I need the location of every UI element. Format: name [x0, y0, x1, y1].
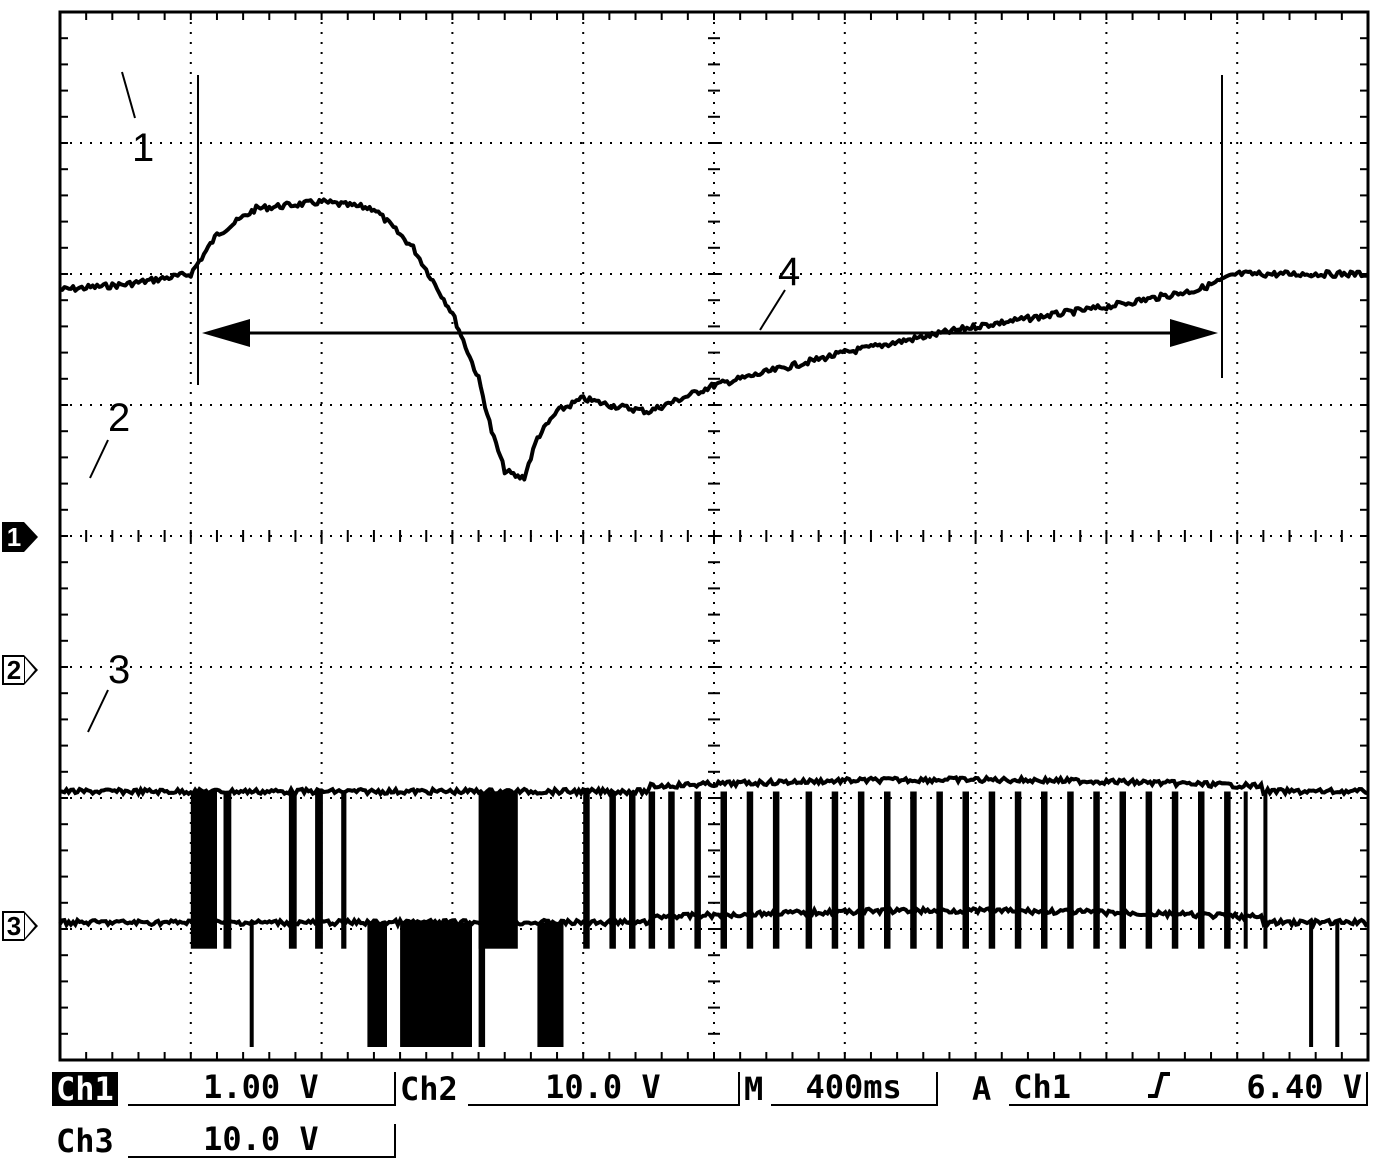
trace-2-pulse: [223, 791, 232, 949]
label-4-leader: [759, 289, 786, 331]
trace-2-pulse: [1243, 791, 1248, 949]
span-arrow-left-head: [202, 319, 250, 347]
trace-3-pulse: [478, 922, 486, 1047]
trace-2-pulse: [609, 791, 616, 949]
trace-2-pulse: [746, 791, 754, 949]
trace-label-2: 2: [108, 396, 131, 440]
trace-2-pulse: [988, 791, 996, 949]
trace-3-pulse: [1335, 922, 1340, 1047]
status-row-2: Ch3 10.0 V: [52, 1122, 1368, 1158]
trace-2-pulse: [288, 791, 297, 949]
ch3-ground-marker[interactable]: 3: [2, 911, 38, 941]
label-3-leader: [87, 689, 109, 733]
ch3-scale[interactable]: 10.0 V: [127, 1122, 394, 1158]
trace-2-pulse: [190, 791, 217, 949]
trace-3-pulse: [400, 922, 472, 1047]
span-arrow-right-head: [1170, 319, 1218, 347]
ch2-ground-marker[interactable]: 2: [2, 655, 38, 685]
ch3-marker-number: 3: [2, 911, 24, 941]
trace-2-pulse: [1145, 791, 1153, 949]
trace-2-pulse: [1041, 791, 1048, 949]
label-2-leader: [89, 439, 109, 479]
trigger-label: A: [972, 1070, 992, 1108]
trace-1-line: [59, 197, 1370, 482]
trace-2-pulse: [910, 791, 917, 949]
trace-3-pulse: [537, 922, 557, 1047]
trace-2-pulse: [583, 791, 590, 949]
timebase-scale[interactable]: 400ms: [771, 1070, 936, 1106]
time-label: M: [744, 1070, 764, 1108]
trace-label-1: 1: [132, 126, 155, 170]
trace-2-pulse: [857, 791, 865, 949]
ch1-label[interactable]: Ch1: [52, 1072, 118, 1106]
trace-2-pulse: [694, 791, 701, 949]
trace-2-pulse: [1119, 791, 1126, 949]
trace-3-baseline: [58, 904, 1370, 930]
label-1-leader: [121, 71, 136, 119]
ch3-label[interactable]: Ch3: [56, 1122, 114, 1160]
trace-2-pulse: [1014, 791, 1022, 949]
trace-label-4: 4: [778, 250, 801, 294]
trace-2-baseline: [59, 773, 1369, 799]
trigger-level: 6.40 V: [1246, 1068, 1362, 1106]
trace-2-pulse: [1224, 791, 1231, 949]
trace-2-pulse: [884, 791, 891, 949]
trace-3-pulse: [1309, 922, 1314, 1047]
trace-2-pulse: [1198, 791, 1205, 949]
trace-label-3: 3: [108, 648, 131, 692]
status-row-1: Ch1 1.00 V Ch2 10.0 V M 400ms A Ch1 6.40…: [52, 1070, 1368, 1106]
trace-2-pulse: [629, 791, 636, 949]
ch1-ground-marker[interactable]: 1: [2, 522, 38, 552]
trace-2-pulse: [315, 791, 323, 949]
trace-2-pulse: [341, 791, 347, 949]
trace-2-pulse: [668, 791, 675, 949]
ch2-marker-number: 2: [2, 655, 24, 685]
ch1-marker-number: 1: [2, 522, 24, 552]
trace-2-pulse: [936, 791, 943, 949]
trace-2-pulse: [1067, 791, 1074, 949]
marker-arrow-icon: [24, 522, 38, 552]
trace-2-pulse: [962, 791, 969, 949]
trace-3-pulse: [557, 922, 564, 1047]
trigger-source: Ch1: [1013, 1068, 1072, 1106]
trace-2-pulse: [1093, 791, 1100, 949]
trace-2-pulse: [648, 791, 656, 949]
trace-3-pulse: [367, 922, 387, 1047]
trace-2-pulse: [1263, 791, 1268, 949]
trace-2-pulse: [831, 791, 839, 949]
trace-2-pulse: [720, 791, 727, 949]
marker-arrow-icon: [24, 911, 38, 941]
ch2-scale[interactable]: 10.0 V: [467, 1070, 738, 1106]
rising-edge-icon: [1147, 1072, 1170, 1098]
ch2-label[interactable]: Ch2: [400, 1070, 458, 1108]
trace-2-pulse: [805, 791, 813, 949]
trace-2-pulse: [772, 791, 780, 949]
oscilloscope-plot: [58, 10, 1370, 1062]
ch1-scale[interactable]: 1.00 V: [127, 1070, 394, 1106]
trigger-settings[interactable]: Ch1 6.40 V: [1009, 1070, 1366, 1106]
marker-arrow-icon: [24, 655, 38, 685]
trace-2-pulse: [1171, 791, 1179, 949]
trace-3-pulse: [249, 922, 254, 1047]
